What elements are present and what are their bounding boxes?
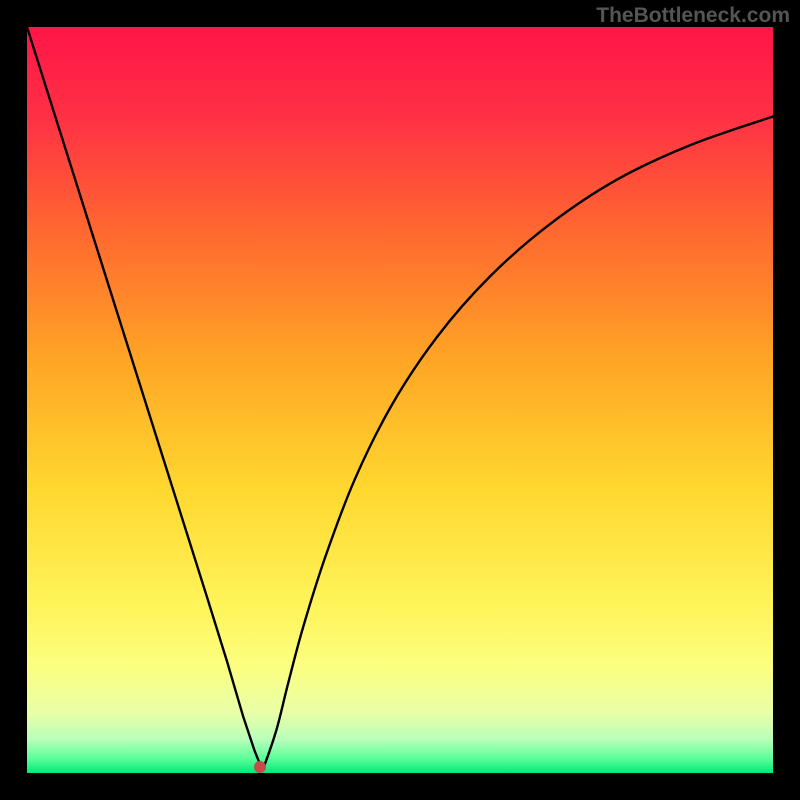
optimal-point-marker (254, 761, 266, 773)
bottleneck-curve (27, 27, 773, 773)
plot-area (27, 27, 773, 773)
watermark-text: TheBottleneck.com (596, 4, 790, 28)
